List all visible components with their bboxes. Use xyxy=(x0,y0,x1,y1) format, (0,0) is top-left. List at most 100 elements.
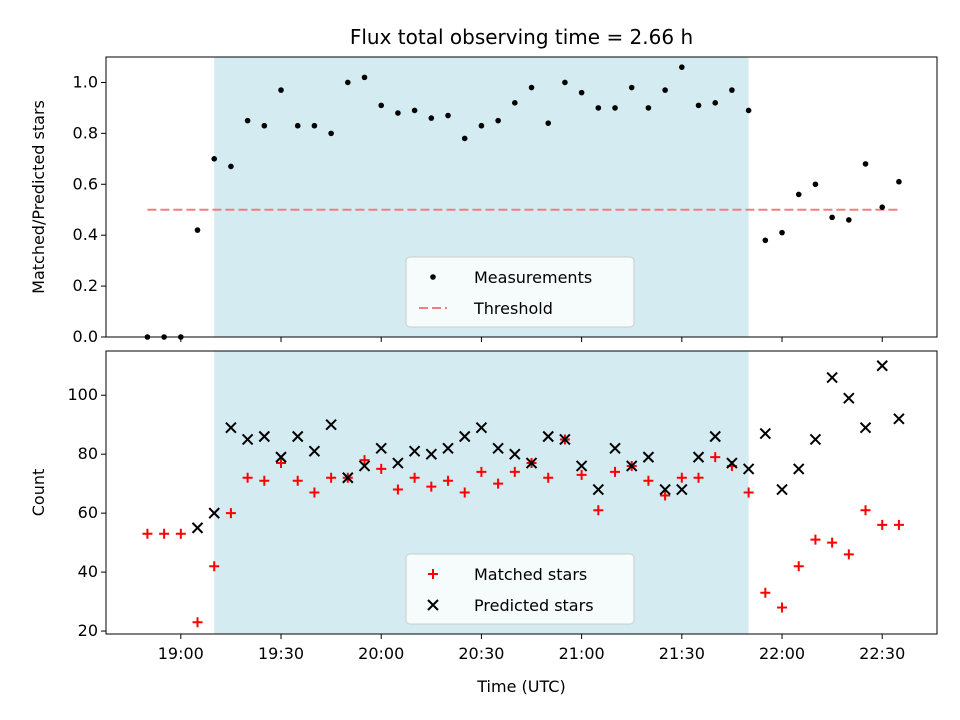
data-point xyxy=(528,84,535,91)
data-point xyxy=(395,110,401,116)
data-point xyxy=(876,360,888,372)
data-point xyxy=(729,87,735,93)
y-tick-label: 0.0 xyxy=(73,327,98,346)
data-point xyxy=(225,508,236,519)
data-point xyxy=(509,448,521,460)
data-point xyxy=(345,79,351,86)
data-point xyxy=(843,549,854,560)
data-point xyxy=(659,483,671,496)
data-point xyxy=(459,430,471,443)
legend-marker xyxy=(427,599,439,611)
data-point xyxy=(879,204,886,210)
data-point xyxy=(241,433,254,446)
data-point xyxy=(142,528,153,539)
data-point xyxy=(793,561,804,572)
legend-label: Predicted stars xyxy=(474,596,594,615)
data-point xyxy=(576,469,587,480)
data-point xyxy=(829,214,835,221)
data-point xyxy=(779,229,785,236)
data-point xyxy=(512,100,518,106)
data-point xyxy=(542,430,554,443)
data-point xyxy=(593,505,604,516)
data-point xyxy=(642,451,655,463)
data-point xyxy=(628,84,635,91)
y-tick-label: 20 xyxy=(78,621,98,640)
data-point xyxy=(893,413,905,425)
data-point xyxy=(742,463,755,475)
data-point xyxy=(311,122,318,129)
data-point xyxy=(860,505,871,516)
data-point xyxy=(259,475,270,486)
legend: Measurements Threshold xyxy=(405,256,635,328)
data-point xyxy=(445,112,451,119)
data-point xyxy=(261,122,268,129)
data-point xyxy=(559,433,571,446)
data-point xyxy=(192,617,203,628)
data-point xyxy=(712,100,719,106)
data-point xyxy=(896,178,902,185)
axes-frame xyxy=(105,350,938,635)
x-tick-label: 19:30 xyxy=(258,644,304,663)
data-point xyxy=(809,433,822,446)
x-tick-label: 20:30 xyxy=(458,644,504,663)
data-point xyxy=(326,472,337,483)
panel-1: 0.0 0.2 0.4 0.6 0.8 1.0 Matched/Predicted star… xyxy=(29,25,938,346)
y-tick-label: 0.8 xyxy=(73,123,98,142)
data-point xyxy=(693,472,704,483)
data-point xyxy=(609,442,621,454)
data-point xyxy=(726,457,738,469)
series-measurements xyxy=(144,64,902,340)
data-point xyxy=(679,64,685,70)
chart-title: Flux total observing time = 2.66 h xyxy=(350,25,693,49)
data-point xyxy=(276,458,287,469)
data-point xyxy=(859,421,872,434)
x-axis-label: Time (UTC) xyxy=(476,677,565,696)
data-point xyxy=(759,427,772,440)
data-point xyxy=(211,156,218,162)
data-point xyxy=(328,130,334,137)
data-point xyxy=(643,475,654,486)
data-point xyxy=(495,117,501,124)
data-point xyxy=(228,163,234,170)
x-tick-label: 20:00 xyxy=(358,644,404,663)
data-point xyxy=(292,475,303,486)
data-point xyxy=(575,460,588,472)
data-point xyxy=(612,105,618,111)
data-point xyxy=(359,455,370,466)
data-point xyxy=(325,418,337,431)
data-point xyxy=(545,120,552,126)
data-point xyxy=(676,483,688,496)
data-point xyxy=(709,430,721,443)
legend-label: Measurements xyxy=(474,268,592,287)
data-point xyxy=(309,487,320,498)
data-point xyxy=(626,460,638,472)
legend-marker xyxy=(430,274,436,280)
data-point xyxy=(461,135,468,142)
x-tick-label: 22:30 xyxy=(859,644,905,663)
data-point xyxy=(194,227,201,233)
data-point xyxy=(294,122,301,129)
data-point xyxy=(493,478,504,489)
y-axis-label: Count xyxy=(29,469,48,517)
y-tick-label: 0.2 xyxy=(73,276,98,295)
data-point xyxy=(375,442,387,454)
data-point xyxy=(846,217,852,223)
legend-label: Matched stars xyxy=(474,565,587,584)
x-tick-label: 19:00 xyxy=(158,644,204,663)
data-point xyxy=(408,445,421,457)
axes-frame xyxy=(105,56,938,338)
data-point xyxy=(776,483,788,496)
data-point xyxy=(475,421,488,434)
data-point xyxy=(777,602,788,613)
legend-marker xyxy=(428,569,438,579)
data-point xyxy=(827,537,838,548)
data-point xyxy=(175,528,186,539)
y-tick-label: 80 xyxy=(78,444,98,463)
legend-label: Threshold xyxy=(473,299,553,318)
data-point xyxy=(695,102,702,109)
data-point xyxy=(426,481,437,492)
data-point xyxy=(662,87,668,93)
data-point xyxy=(208,507,220,519)
data-point xyxy=(843,392,855,404)
